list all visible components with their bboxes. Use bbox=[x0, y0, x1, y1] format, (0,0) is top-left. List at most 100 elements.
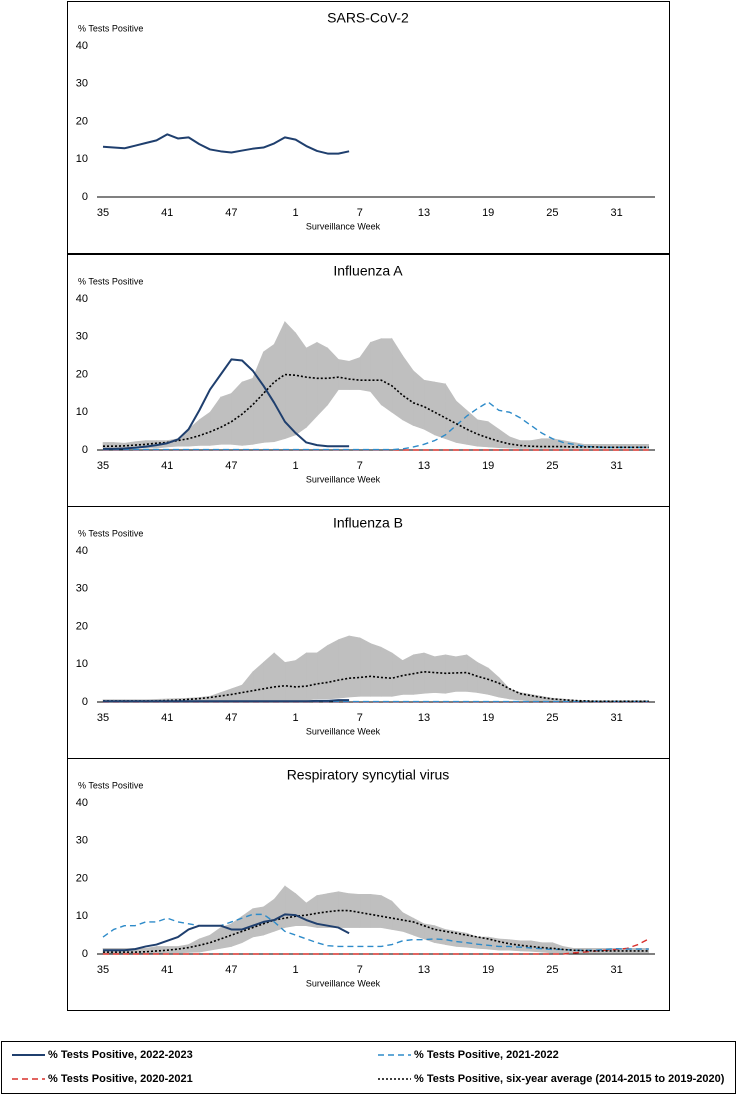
series-line bbox=[103, 909, 649, 953]
x-tick-label: 31 bbox=[610, 460, 622, 472]
x-tick-label: 19 bbox=[482, 712, 494, 724]
x-tick-label: 41 bbox=[161, 964, 173, 976]
range-band bbox=[263, 652, 275, 702]
range-band bbox=[231, 381, 243, 446]
x-tick-label: 47 bbox=[225, 207, 237, 219]
range-band bbox=[445, 654, 457, 694]
y-tick-label: 20 bbox=[76, 115, 88, 127]
y-tick-label: 30 bbox=[76, 583, 88, 595]
range-band bbox=[295, 652, 307, 702]
range-band bbox=[434, 381, 446, 440]
x-tick-label: 25 bbox=[546, 460, 558, 472]
range-band bbox=[252, 661, 264, 702]
range-band bbox=[263, 898, 275, 936]
range-band bbox=[284, 320, 296, 440]
range-band bbox=[316, 893, 329, 928]
range-band bbox=[487, 421, 500, 449]
x-axis-title: Surveillance Week bbox=[306, 221, 381, 231]
legend-box bbox=[1, 1041, 736, 1094]
series-line bbox=[103, 358, 350, 450]
x-tick-label: 7 bbox=[357, 207, 363, 219]
x-tick-label: 7 bbox=[357, 712, 363, 724]
x-tick-label: 1 bbox=[293, 964, 299, 976]
range-band bbox=[498, 428, 510, 449]
legend-label: % Tests Positive, 2022-2023 bbox=[48, 1049, 193, 1061]
x-tick-label: 35 bbox=[97, 460, 109, 472]
range-band bbox=[305, 341, 318, 429]
range-band bbox=[391, 900, 403, 932]
y-tick-label: 40 bbox=[76, 40, 88, 52]
range-band bbox=[199, 411, 211, 446]
range-band bbox=[380, 338, 393, 413]
range-band bbox=[445, 929, 457, 947]
y-axis-title: % Tests Positive bbox=[78, 276, 143, 286]
y-tick-label: 40 bbox=[76, 545, 88, 557]
x-tick-label: 13 bbox=[418, 460, 430, 472]
x-tick-label: 19 bbox=[482, 207, 494, 219]
x-tick-label: 7 bbox=[357, 460, 363, 472]
x-tick-label: 47 bbox=[225, 964, 237, 976]
y-tick-label: 40 bbox=[76, 797, 88, 809]
range-band bbox=[370, 338, 382, 406]
y-tick-label: 20 bbox=[76, 872, 88, 884]
y-tick-label: 0 bbox=[82, 444, 88, 456]
y-tick-label: 40 bbox=[76, 293, 88, 305]
range-band bbox=[541, 438, 553, 449]
range-band bbox=[370, 894, 382, 928]
y-tick-label: 10 bbox=[76, 406, 88, 418]
x-tick-label: 19 bbox=[482, 460, 494, 472]
panel bbox=[67, 758, 670, 1011]
range-band bbox=[327, 891, 339, 928]
legend-label: % Tests Positive, 2021-2022 bbox=[414, 1049, 559, 1061]
x-tick-label: 47 bbox=[225, 712, 237, 724]
range-band bbox=[359, 637, 371, 697]
panel bbox=[67, 1, 670, 254]
y-tick-label: 30 bbox=[76, 78, 88, 90]
x-tick-label: 41 bbox=[161, 712, 173, 724]
chart-title: Respiratory syncytial virus bbox=[287, 767, 450, 783]
y-tick-label: 30 bbox=[76, 835, 88, 847]
range-band bbox=[273, 885, 286, 932]
y-tick-label: 30 bbox=[76, 331, 88, 343]
x-tick-label: 47 bbox=[225, 460, 237, 472]
range-band bbox=[338, 635, 350, 699]
range-band bbox=[220, 392, 232, 445]
range-band bbox=[284, 885, 296, 928]
x-tick-label: 25 bbox=[546, 964, 558, 976]
range-band bbox=[487, 936, 500, 951]
panel bbox=[67, 506, 670, 759]
range-band bbox=[359, 341, 371, 392]
range-band bbox=[498, 676, 510, 700]
range-band bbox=[220, 688, 232, 702]
x-tick-label: 35 bbox=[97, 712, 109, 724]
x-tick-label: 25 bbox=[546, 712, 558, 724]
range-band bbox=[188, 419, 200, 447]
x-tick-label: 1 bbox=[293, 460, 299, 472]
x-tick-label: 13 bbox=[418, 964, 430, 976]
range-band bbox=[477, 661, 489, 695]
x-tick-label: 31 bbox=[610, 964, 622, 976]
chart-title: Influenza B bbox=[333, 515, 403, 531]
y-tick-label: 0 bbox=[82, 191, 88, 203]
range-band bbox=[295, 892, 307, 926]
range-band bbox=[412, 370, 425, 430]
x-axis-title: Surveillance Week bbox=[306, 726, 381, 736]
range-band bbox=[498, 938, 510, 951]
x-tick-label: 41 bbox=[161, 207, 173, 219]
y-tick-label: 10 bbox=[76, 658, 88, 670]
range-band bbox=[402, 354, 414, 426]
x-tick-label: 31 bbox=[610, 207, 622, 219]
x-tick-label: 1 bbox=[293, 207, 299, 219]
x-tick-label: 31 bbox=[610, 712, 622, 724]
range-band bbox=[102, 442, 114, 449]
x-tick-label: 41 bbox=[161, 460, 173, 472]
chart-title: Influenza A bbox=[333, 263, 403, 279]
range-band bbox=[434, 654, 446, 694]
series-line bbox=[103, 913, 350, 952]
range-band bbox=[241, 670, 254, 702]
x-tick-label: 19 bbox=[482, 964, 494, 976]
range-band bbox=[338, 891, 350, 928]
range-band bbox=[348, 635, 361, 698]
x-axis-title: Surveillance Week bbox=[306, 978, 381, 988]
